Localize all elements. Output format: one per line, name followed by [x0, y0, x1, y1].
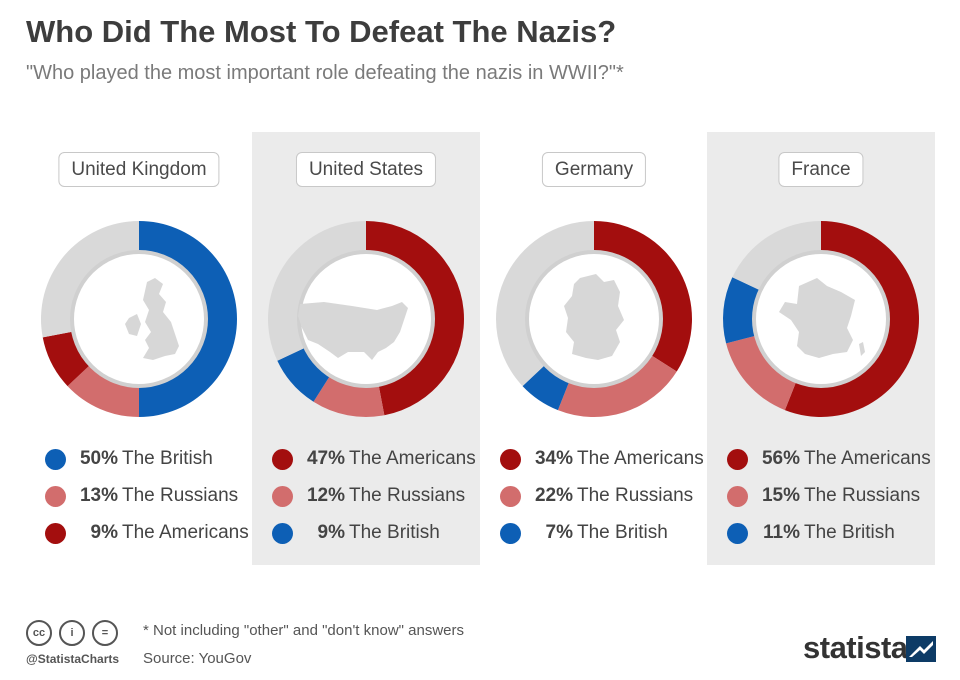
legend-percent: 12%	[306, 485, 345, 506]
source-note: Source: YouGov	[143, 650, 252, 667]
slice-the-british	[277, 347, 330, 402]
slice-the-british	[723, 277, 760, 344]
legend-dot-icon	[727, 523, 748, 544]
slice-remainder	[496, 221, 594, 387]
us-map-icon	[298, 302, 408, 360]
legend-percent: 11%	[763, 522, 800, 543]
donut-chart	[496, 221, 692, 417]
panel-germany: Germany 34% The Americans 22% The Russians 7%…	[480, 132, 708, 565]
legend-percent: 7%	[545, 522, 573, 543]
legend-dot-icon	[45, 486, 66, 507]
legend-dot-icon	[45, 449, 66, 470]
legend-label: The Americans	[577, 448, 704, 469]
legend-percent: 9%	[317, 522, 345, 543]
legend-label: The Americans	[804, 448, 931, 469]
legend-label: The British	[577, 522, 668, 543]
legend-dot-icon	[272, 523, 293, 544]
panel-united-kingdom: United Kingdom 50% The British 13% The Russi…	[25, 132, 253, 565]
statista-logo: statista	[803, 630, 908, 665]
legend-dot-icon	[500, 486, 521, 507]
slice-the-russians	[557, 355, 677, 417]
donut-chart	[723, 221, 919, 417]
legend-dot-icon	[272, 486, 293, 507]
legend-dot-icon	[45, 523, 66, 544]
slice-remainder	[40, 221, 139, 338]
legend-label: The British	[804, 522, 895, 543]
legend-label: The British	[122, 448, 213, 469]
by-icon: i	[59, 620, 85, 646]
legend-label: The Russians	[804, 485, 921, 506]
legend-percent: 47%	[306, 448, 345, 469]
legend-percent: 34%	[534, 448, 573, 469]
twitter-handle: @StatistaCharts	[26, 652, 120, 666]
slice-the-americans	[366, 221, 464, 416]
donut-chart	[40, 221, 237, 417]
legend-label: The Americans	[122, 522, 249, 543]
uk-map-icon	[125, 278, 179, 360]
legend-percent: 56%	[761, 448, 800, 469]
legend-label: The Russians	[577, 485, 694, 506]
slice-the-americans	[594, 221, 692, 372]
germany-map-icon	[564, 274, 624, 360]
country-label: France	[778, 152, 864, 187]
slice-the-british	[139, 221, 237, 417]
legend-percent: 22%	[534, 485, 573, 506]
country-label: United States	[295, 152, 437, 187]
legend-dot-icon	[727, 449, 748, 470]
slice-the-americans	[42, 331, 90, 387]
country-label: Germany	[541, 152, 647, 187]
legend-percent: 9%	[90, 522, 118, 543]
legend-label: The Russians	[122, 485, 239, 506]
legend-label: The Americans	[349, 448, 476, 469]
slice-the-russians	[726, 335, 796, 411]
legend-dot-icon	[272, 449, 293, 470]
slice-remainder	[732, 221, 821, 291]
chart-subtitle: "Who played the most important role defe…	[26, 62, 624, 84]
footnote: * Not including "other" and "don't know"…	[143, 622, 465, 639]
slice-remainder	[268, 221, 366, 361]
legend-dot-icon	[500, 523, 521, 544]
legend-label: The British	[349, 522, 440, 543]
country-label: United Kingdom	[58, 152, 220, 187]
legend-percent: 15%	[761, 485, 800, 506]
donut-chart	[268, 221, 464, 417]
legend-dot-icon	[500, 449, 521, 470]
chart-title: Who Did The Most To Defeat The Nazis?	[26, 14, 617, 49]
statista-logo-icon	[906, 636, 936, 662]
france-map-icon	[779, 278, 865, 358]
legend-percent: 50%	[79, 448, 118, 469]
legend-label: The Russians	[349, 485, 466, 506]
cc-icon: cc	[26, 620, 52, 646]
panel-france: France 56% The Americans 15% The Russians 11%…	[707, 132, 935, 565]
legend-dot-icon	[727, 486, 748, 507]
slice-the-russians	[313, 376, 385, 417]
slice-the-russians	[67, 365, 139, 417]
nd-icon: =	[92, 620, 118, 646]
legend-percent: 13%	[79, 485, 118, 506]
panel-united-states: United States 47% The Americans 12% The Russ…	[252, 132, 480, 565]
slice-the-americans	[784, 221, 919, 417]
